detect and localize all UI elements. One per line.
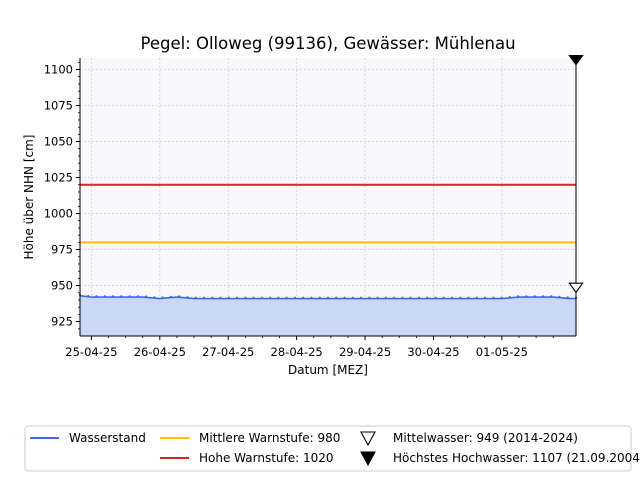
x-axis-label: Datum [MEZ] xyxy=(288,363,368,377)
water-level-point xyxy=(541,295,545,298)
legend-mittelwasser: Mittelwasser: 949 (2014-2024) xyxy=(360,431,578,447)
water-level-point xyxy=(434,296,437,299)
water-level-point xyxy=(302,296,305,299)
water-level-point xyxy=(517,295,520,298)
water-level-point xyxy=(467,296,470,299)
legend-hoechstes-hochwasser: Höchstes Hochwasser: 1107 (21.09.2004) xyxy=(360,451,640,467)
x-tick-label: 25-04-25 xyxy=(65,345,117,359)
x-tick-label: 26-04-25 xyxy=(134,345,186,359)
y-tick-label: 1075 xyxy=(44,99,73,113)
water-level-point xyxy=(186,296,189,299)
y-tick-label: 975 xyxy=(51,243,73,257)
legend: Wasserstand Mittlere Warnstufe: 980 Hohe W… xyxy=(24,425,640,472)
water-level-point xyxy=(326,296,330,299)
water-level-point xyxy=(384,296,387,299)
water-level-point xyxy=(417,296,421,299)
chart-title: Pegel: Olloweg (99136), Gewässer: Mühlen… xyxy=(140,34,515,53)
water-level-point xyxy=(393,296,396,299)
water-level-point xyxy=(450,296,454,299)
water-level-point xyxy=(533,295,536,298)
water-level-point xyxy=(194,296,197,299)
water-level-point xyxy=(103,295,106,298)
water-level-area xyxy=(80,295,576,336)
water-level-point xyxy=(500,296,503,299)
water-level-point xyxy=(285,296,288,299)
legend-hohe-warnstufe: Hohe Warnstufe: 1020 xyxy=(160,451,334,465)
y-tick-label: 925 xyxy=(51,315,73,329)
x-tick-label: 30-04-25 xyxy=(407,345,459,359)
x-tick-label: 27-04-25 xyxy=(202,345,254,359)
water-level-point xyxy=(368,296,371,299)
water-level-point xyxy=(111,295,115,298)
water-level-point xyxy=(235,296,239,299)
water-level-point xyxy=(442,296,445,299)
water-level-point xyxy=(343,296,346,299)
y-tick-label: 1050 xyxy=(44,135,73,149)
water-level-point xyxy=(227,296,230,299)
water-level-point xyxy=(483,296,487,299)
water-level-point xyxy=(426,296,429,299)
y-ticks: 925 950 975 1000 1025 1050 1075 1100 xyxy=(44,61,80,330)
x-ticks: 25-04-25 26-04-25 27-04-25 28-04-25 29-04-25… xyxy=(65,336,554,359)
water-level-point xyxy=(136,295,139,298)
water-level-point xyxy=(475,296,478,299)
water-level-point xyxy=(376,296,379,299)
water-level-point xyxy=(95,295,98,298)
y-tick-label: 1000 xyxy=(44,207,73,221)
water-level-point xyxy=(525,295,528,298)
legend-wasserstand: Wasserstand xyxy=(30,431,146,445)
water-level-point xyxy=(459,296,462,299)
legend-label: Wasserstand xyxy=(69,431,146,445)
water-level-point xyxy=(87,294,90,298)
water-level-point xyxy=(252,296,255,299)
legend-mittlere-warnstufe: Mittlere Warnstufe: 980 xyxy=(160,431,340,445)
water-level-point xyxy=(492,296,495,299)
water-level-point xyxy=(161,296,164,299)
water-level-point xyxy=(401,296,404,299)
water-level-line xyxy=(79,294,576,300)
legend-label: Mittelwasser: 949 (2014-2024) xyxy=(393,431,578,445)
y-tick-label: 1100 xyxy=(44,63,73,77)
water-level-point xyxy=(153,296,156,299)
water-level-point xyxy=(219,296,222,299)
water-level-point xyxy=(558,295,561,298)
legend-marker-swatch xyxy=(360,431,376,447)
water-level-point xyxy=(269,296,272,299)
water-level-point xyxy=(211,296,214,299)
water-level-point xyxy=(335,296,338,299)
water-level-point xyxy=(409,296,412,299)
water-level-point xyxy=(178,295,181,298)
water-level-point xyxy=(310,296,313,299)
y-axis-label: Höhe über NHN [cm] xyxy=(22,135,36,260)
hoechstes-hochwasser-marker xyxy=(568,55,584,66)
water-level-point xyxy=(145,295,148,298)
water-level-point xyxy=(202,296,206,299)
water-level-point xyxy=(244,296,247,299)
y-tick-label: 950 xyxy=(51,279,73,293)
water-level-point xyxy=(120,295,123,298)
water-level-point xyxy=(293,296,297,299)
water-level-point xyxy=(128,295,131,298)
water-level-point xyxy=(277,296,280,299)
water-level-point xyxy=(550,295,553,298)
mittelwasser-marker xyxy=(568,282,584,294)
water-level-point xyxy=(508,295,511,299)
x-tick-label: 29-04-25 xyxy=(339,345,391,359)
plot-area xyxy=(80,58,576,336)
y-tick-label: 1025 xyxy=(44,171,73,185)
legend-label: Höchstes Hochwasser: 1107 (21.09.2004) xyxy=(393,451,640,465)
legend-marker-swatch xyxy=(360,451,376,467)
water-level-point xyxy=(351,296,354,299)
water-level-point xyxy=(318,296,321,299)
x-tick-label: 28-04-25 xyxy=(271,345,323,359)
water-level-point xyxy=(260,296,263,299)
x-tick-label: 01-05-25 xyxy=(476,345,528,359)
legend-label: Mittlere Warnstufe: 980 xyxy=(199,431,340,445)
legend-label: Hohe Warnstufe: 1020 xyxy=(199,451,334,465)
water-level-point xyxy=(169,295,173,298)
water-level-point xyxy=(359,296,363,299)
water-level-point xyxy=(566,296,569,299)
